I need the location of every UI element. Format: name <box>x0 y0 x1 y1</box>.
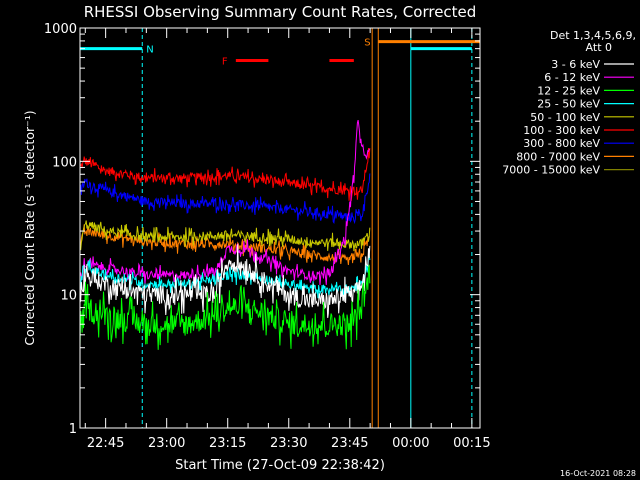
legend-label: 25 - 50 keV <box>537 98 600 111</box>
legend-label: 100 - 300 keV <box>523 124 600 137</box>
series-line-6 <box>79 173 371 225</box>
legend-title: Det 1,3,4,5,6,9, <box>550 29 636 42</box>
series-line-2 <box>79 264 371 350</box>
flag-label: F <box>222 57 228 68</box>
plot-data-layer: N F S <box>79 28 480 428</box>
y-tick-label: 1 <box>69 422 77 437</box>
chart-title: RHESSI Observing Summary Count Rates, Co… <box>84 3 477 21</box>
series-line-0 <box>79 244 371 318</box>
x-tick-label: 00:00 <box>392 436 429 451</box>
legend-label: 300 - 800 keV <box>523 137 600 150</box>
series-line-7 <box>79 224 370 265</box>
series-line-5 <box>79 147 371 201</box>
y-axis-label: Corrected Count Rate (s⁻¹ detector⁻¹) <box>22 110 37 345</box>
timestamp: 16-Oct-2021 08:28 <box>560 469 636 478</box>
legend-label: 3 - 6 keV <box>551 58 600 71</box>
plot-frame <box>79 27 481 429</box>
x-axis-label: Start Time (27-Oct-09 22:38:42) <box>175 458 385 473</box>
flag-label: N <box>146 45 153 56</box>
y-tick-label: 1000 <box>44 22 77 37</box>
y-tick-label: 100 <box>52 155 77 170</box>
series-line-4 <box>79 220 371 252</box>
legend-label: 800 - 7000 keV <box>516 150 600 163</box>
legend-label: 50 - 100 keV <box>530 111 600 124</box>
y-tick-label: 10 <box>60 289 77 304</box>
flag-label: S <box>364 38 370 49</box>
legend-label: 12 - 25 keV <box>537 84 600 97</box>
series-line-3 <box>79 254 371 300</box>
x-tick-label: 00:15 <box>453 436 490 451</box>
x-tick-label: 23:15 <box>209 436 246 451</box>
legend-label: 7000 - 15000 keV <box>502 164 600 177</box>
x-tick-label: 23:00 <box>148 436 185 451</box>
x-tick-label: 22:45 <box>87 436 124 451</box>
x-tick-label: 23:45 <box>331 436 368 451</box>
x-tick-label: 23:30 <box>270 436 307 451</box>
x-axis: 22:45 23:00 23:15 23:30 23:45 00:00 00:15 <box>84 28 491 451</box>
legend-label: 6 - 12 keV <box>544 71 600 84</box>
y-axis: 1 10 100 1000 <box>44 22 480 437</box>
legend-subtitle: Att 0 <box>586 41 612 54</box>
